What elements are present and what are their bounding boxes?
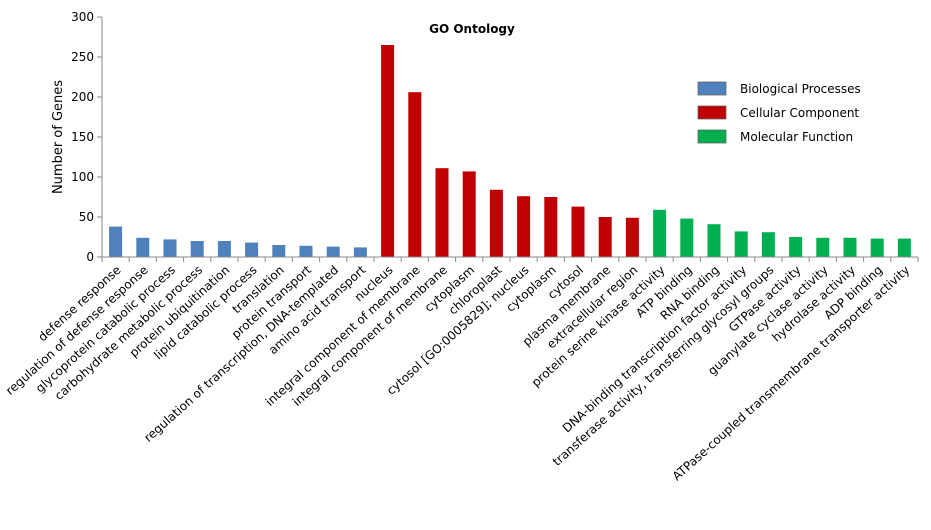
bar xyxy=(326,246,340,257)
legend-label: Biological Processes xyxy=(740,82,861,96)
y-tick-label: 100 xyxy=(71,170,94,184)
bar xyxy=(843,237,857,257)
legend-swatch xyxy=(697,105,727,120)
bar xyxy=(163,239,177,257)
bar xyxy=(353,247,367,257)
y-tick-label: 50 xyxy=(79,210,94,224)
chart-title: GO Ontology xyxy=(429,22,515,36)
bar xyxy=(408,92,422,257)
bar xyxy=(272,245,286,257)
bar xyxy=(544,197,558,257)
y-tick-label: 200 xyxy=(71,90,94,104)
bar xyxy=(598,217,612,257)
bar xyxy=(136,237,150,257)
y-axis: 0 50 100 150 200 250 300 xyxy=(71,10,103,264)
bar xyxy=(190,241,204,257)
bar xyxy=(680,218,694,257)
y-axis-label: Number of Genes xyxy=(51,80,66,194)
bar xyxy=(245,242,259,257)
bar xyxy=(517,196,531,257)
bar xyxy=(870,238,884,257)
bar xyxy=(707,224,721,257)
bar xyxy=(489,189,503,257)
bar xyxy=(381,45,395,257)
bar xyxy=(435,168,449,257)
legend-label: Cellular Component xyxy=(740,106,859,120)
bar xyxy=(571,206,585,257)
y-tick-label: 0 xyxy=(86,250,94,264)
y-tick-label: 300 xyxy=(71,10,94,24)
legend-swatch xyxy=(697,129,727,144)
bar xyxy=(653,209,667,257)
y-tick-label: 250 xyxy=(71,50,94,64)
y-tick-label: 150 xyxy=(71,130,94,144)
bar xyxy=(625,217,639,257)
bar xyxy=(897,238,911,257)
bar xyxy=(761,232,775,257)
bars xyxy=(109,45,911,257)
bar xyxy=(462,171,476,257)
bar xyxy=(299,245,313,257)
bar xyxy=(789,237,803,257)
bar xyxy=(109,226,123,257)
bar xyxy=(217,241,231,257)
bar xyxy=(734,231,748,257)
legend-swatch xyxy=(697,81,727,96)
legend: Biological Processes Cellular Component Mo… xyxy=(697,81,861,144)
legend-label: Molecular Function xyxy=(740,130,853,144)
bar xyxy=(816,237,830,257)
